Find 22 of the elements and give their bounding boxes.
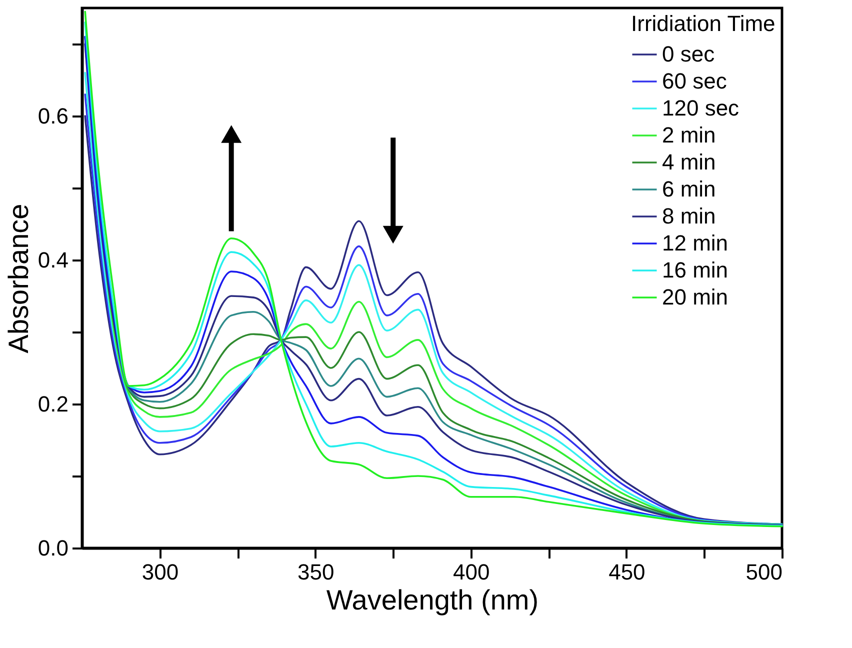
x-tick-label: 450 <box>608 560 646 584</box>
legend-label: 6 min <box>662 176 716 202</box>
y-tick-label: 0.4 <box>38 248 68 272</box>
legend-label: 0 sec <box>662 42 715 66</box>
legend-label: 20 min <box>662 284 728 310</box>
x-tick-label: 350 <box>297 560 334 584</box>
legend-label: 12 min <box>662 230 728 256</box>
x-tick-label: 500 <box>746 560 782 584</box>
y-axis-title: Absorbance <box>2 204 34 354</box>
legend-label: 120 sec <box>662 96 740 120</box>
legend-label: 60 sec <box>662 68 727 94</box>
y-tick-label: 0.6 <box>38 104 68 128</box>
legend-label: 4 min <box>662 150 716 174</box>
y-tick-label: 0.0 <box>38 536 68 560</box>
legend-title: Irridiation Time <box>631 11 776 36</box>
x-axis-title: Wavelength (nm) <box>326 584 539 616</box>
legend-label: 16 min <box>662 258 728 282</box>
x-tick-label: 300 <box>142 560 179 584</box>
legend-label: 8 min <box>662 204 716 228</box>
legend-label: 2 min <box>662 122 716 148</box>
x-tick-label: 400 <box>453 560 490 584</box>
y-tick-label: 0.2 <box>38 392 68 416</box>
